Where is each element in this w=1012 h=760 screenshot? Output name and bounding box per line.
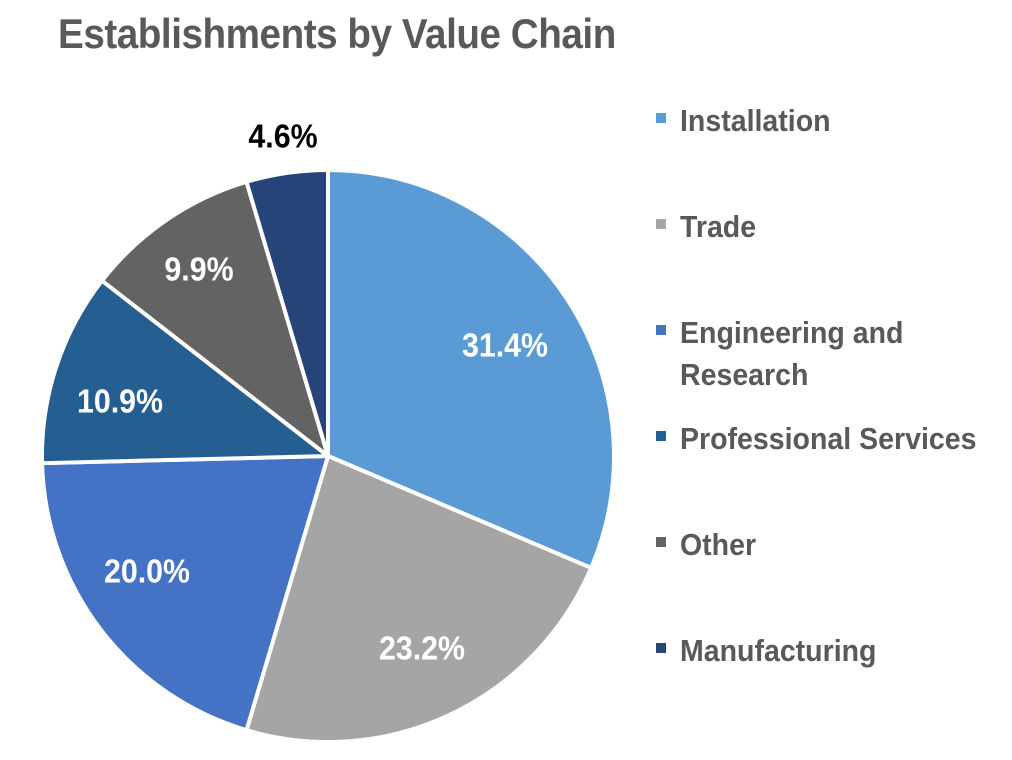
legend-label: Manufacturing bbox=[680, 633, 877, 668]
legend-item-trade: Trade bbox=[656, 206, 1010, 248]
pie-slice-other bbox=[100, 179, 330, 458]
legend-swatch bbox=[656, 537, 666, 547]
chart-title: Establishments by Value Chain bbox=[58, 10, 616, 57]
legend-label: Engineering and Research bbox=[680, 315, 904, 392]
legend-item-professional-services: Professional Services bbox=[656, 418, 1010, 460]
legend-item-manufacturing: Manufacturing bbox=[656, 630, 1010, 672]
data-label-trade: 23.2% bbox=[379, 630, 465, 667]
data-label-manufacturing: 4.6% bbox=[248, 118, 317, 155]
legend-label: Installation bbox=[680, 103, 831, 138]
data-label-other: 9.9% bbox=[164, 251, 233, 288]
pie-slice-professional-services bbox=[40, 278, 330, 466]
data-label-engineering-and-research: 20.0% bbox=[104, 553, 190, 590]
legend-item-other: Other bbox=[656, 524, 1010, 566]
legend-swatch bbox=[656, 431, 666, 441]
legend-label: Other bbox=[680, 527, 757, 562]
legend-item-installation: Installation bbox=[656, 100, 1010, 142]
pie-slice-manufacturing bbox=[244, 168, 330, 458]
pie-slice-trade bbox=[244, 454, 594, 744]
legend-swatch bbox=[656, 643, 666, 653]
legend-item-engineering-and-research: Engineering and Research bbox=[656, 312, 1010, 396]
pie-slice-engineering-and-research bbox=[40, 454, 330, 733]
legend-label: Professional Services bbox=[680, 421, 977, 456]
legend-label: Trade bbox=[680, 209, 757, 244]
data-label-installation: 31.4% bbox=[462, 327, 548, 364]
legend-swatch bbox=[656, 325, 666, 335]
data-label-professional-services: 10.9% bbox=[77, 383, 163, 420]
pie-slice-installation bbox=[326, 168, 616, 570]
legend-swatch bbox=[656, 219, 666, 229]
legend-swatch bbox=[656, 113, 666, 123]
